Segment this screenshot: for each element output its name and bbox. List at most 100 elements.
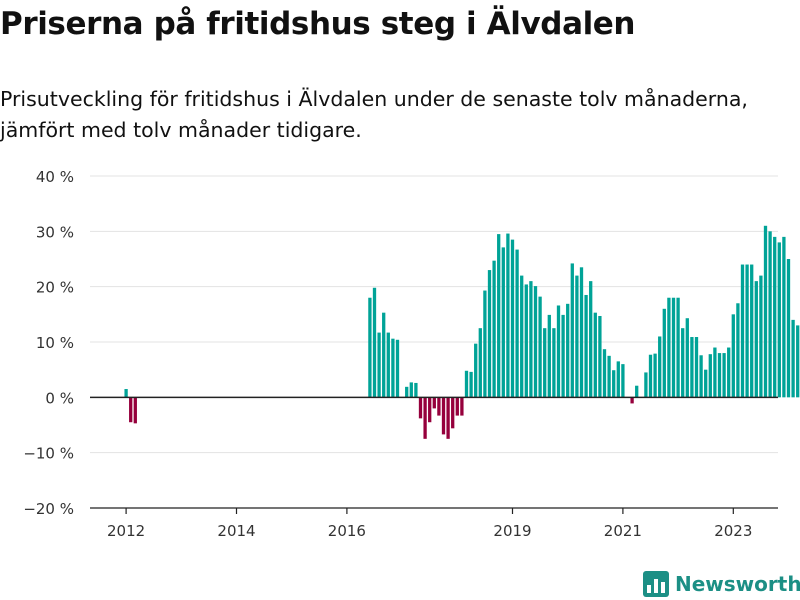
- bar: [520, 275, 524, 398]
- bar: [368, 297, 372, 398]
- bar: [740, 264, 745, 398]
- bar: [377, 332, 381, 398]
- bar: [667, 297, 671, 398]
- bar: [497, 234, 501, 398]
- bar: [129, 397, 133, 423]
- bar: [133, 397, 137, 424]
- bar: [566, 303, 570, 398]
- bar: [386, 332, 390, 398]
- bar: [727, 347, 731, 398]
- bar: [796, 325, 800, 398]
- bar: [437, 397, 441, 416]
- y-tick-label: 0 %: [45, 389, 74, 407]
- bar: [648, 354, 653, 398]
- bar: [713, 347, 717, 398]
- bar: [777, 242, 781, 398]
- bar: [690, 337, 694, 398]
- bar: [492, 260, 496, 398]
- bar: [750, 264, 754, 398]
- bar: [474, 343, 478, 398]
- bar: [455, 397, 459, 416]
- bar: [451, 397, 455, 429]
- y-tick-label: 40 %: [36, 168, 74, 186]
- bar: [708, 354, 712, 398]
- bar: [745, 264, 749, 398]
- bar: [372, 287, 377, 398]
- bar: [621, 364, 625, 398]
- bar: [556, 305, 561, 398]
- bar: [768, 231, 772, 398]
- bar: [501, 247, 505, 398]
- bar: [464, 370, 469, 398]
- bar: [699, 355, 703, 398]
- chart-title: Priserna på fritidshus steg i Älvdalen: [0, 6, 636, 42]
- bar: [561, 314, 565, 398]
- bar: [570, 263, 574, 398]
- bar: [681, 328, 685, 398]
- bar: [736, 303, 740, 398]
- bar: [538, 296, 542, 398]
- x-tick-labels: 2012201420162019202120232025: [107, 522, 752, 540]
- bar: [524, 284, 528, 398]
- bar: [460, 397, 464, 416]
- brand-name: Newsworthy: [675, 572, 800, 596]
- bar: [441, 397, 446, 435]
- bar: [676, 297, 680, 398]
- bar: [644, 372, 648, 398]
- bar: [685, 318, 689, 398]
- y-tick-label: −10 %: [23, 445, 74, 463]
- bar: [763, 225, 768, 398]
- bar: [722, 353, 726, 398]
- bar: [510, 239, 515, 398]
- bar: [658, 336, 662, 398]
- bar: [483, 290, 487, 398]
- x-tick-label: 2012: [107, 522, 145, 540]
- bar: [704, 369, 708, 398]
- bar: [487, 270, 492, 398]
- axes: [90, 396, 778, 514]
- bar: [552, 328, 556, 398]
- bar: [469, 371, 473, 398]
- newsworthy-logo: Newsworthy: [643, 569, 800, 599]
- newsworthy-logo-icon: [643, 571, 669, 597]
- bar: [409, 382, 413, 398]
- bars: [124, 225, 800, 439]
- bar: [395, 339, 400, 398]
- y-tick-label: 30 %: [36, 223, 74, 241]
- x-tick-label: 2016: [328, 522, 366, 540]
- bar: [391, 338, 395, 398]
- bar: [382, 312, 386, 398]
- bar: [515, 249, 519, 398]
- bar: [662, 308, 666, 398]
- bar: [630, 397, 634, 404]
- y-tick-label: 10 %: [36, 334, 74, 352]
- bar: [124, 389, 128, 398]
- bar: [543, 328, 547, 398]
- bar: [414, 382, 418, 398]
- bar: [782, 236, 786, 398]
- x-tick-label: 2023: [714, 522, 752, 540]
- bar: [579, 267, 584, 398]
- y-tick-labels: 40 % 30 % 20 % 10 % 0 % −10 % −20 %: [23, 168, 74, 518]
- x-tick-label: 2014: [217, 522, 255, 540]
- bar: [446, 397, 450, 439]
- bar: [593, 312, 597, 398]
- bar: [754, 281, 758, 398]
- chart-subtitle: Prisutveckling för fritidshus i Älvdalen…: [0, 87, 748, 142]
- bar: [405, 386, 409, 398]
- bar: [671, 297, 676, 398]
- bar: [478, 328, 482, 398]
- bar: [731, 314, 735, 398]
- y-tick-label: 20 %: [36, 279, 74, 297]
- bar: [575, 275, 579, 398]
- bar: [786, 259, 791, 398]
- bar: [759, 275, 763, 398]
- bar: [598, 315, 602, 398]
- bar: [791, 319, 795, 398]
- bar: [717, 353, 722, 398]
- bar: [584, 294, 588, 398]
- x-tick-label: 2021: [604, 522, 642, 540]
- bar: [529, 281, 533, 398]
- bar: [506, 233, 510, 398]
- bar: [616, 361, 620, 398]
